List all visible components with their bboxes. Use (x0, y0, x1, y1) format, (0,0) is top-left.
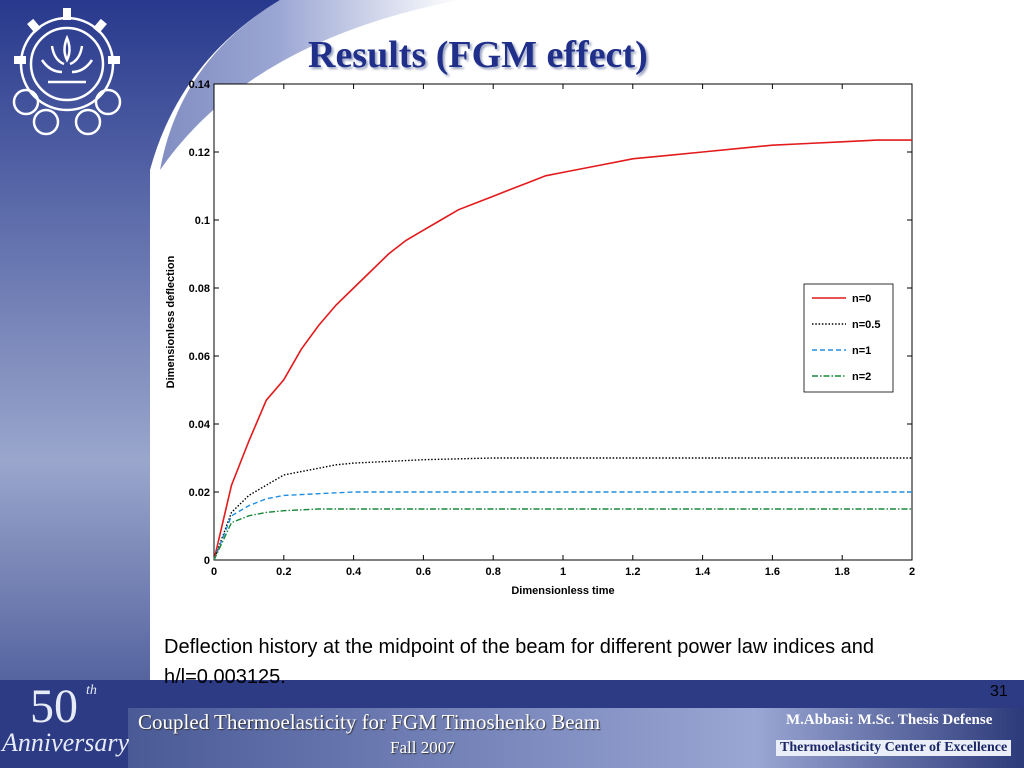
x-tick-label: 1.8 (835, 566, 850, 578)
series-line-n2 (213, 508, 912, 561)
footer-title: Coupled Thermoelasticity for FGM Timoshe… (138, 710, 601, 734)
y-tick-label: 0.1 (195, 215, 210, 227)
footer-bar (128, 708, 1024, 768)
footer-center: Thermoelasticity Center of Excellence (776, 740, 1012, 756)
x-tick-label: 0 (211, 566, 217, 578)
legend-label: n=0.5 (852, 319, 880, 331)
y-tick-label: 0.14 (189, 79, 211, 91)
y-tick-label: 0.04 (189, 419, 211, 431)
legend-label: n=2 (852, 371, 871, 383)
footer-date: Fall 2007 (390, 738, 455, 757)
y-tick-label: 0 (204, 555, 210, 567)
y-tick-label: 0.12 (189, 147, 210, 159)
x-tick-label: 1.2 (625, 566, 640, 578)
x-axis-label: Dimensionless time (511, 585, 614, 597)
x-tick-label: 0.2 (276, 566, 291, 578)
anniversary-word: Anniversary (2, 728, 130, 757)
page-number: 31 (990, 683, 1008, 700)
y-tick-label: 0.02 (189, 487, 210, 499)
slide-caption: Deflection history at the midpoint of th… (164, 636, 875, 688)
slide-title: Results (FGM effect) (308, 34, 648, 76)
x-tick-label: 1 (560, 566, 566, 578)
legend-box (803, 283, 894, 393)
x-tick-label: 0.6 (416, 566, 431, 578)
series-line-n1 (213, 491, 912, 561)
deflection-chart: 0 0.2 0.4 0.6 0.8 1 1.2 1.4 1.6 1.8 2 0 0.02 0.04 0.06… (165, 79, 915, 597)
anniversary-suffix: th (86, 683, 97, 698)
y-axis-label: Dimensionless deflection (165, 255, 177, 388)
x-tick-label: 0.8 (486, 566, 501, 578)
legend-label: n=1 (852, 345, 871, 357)
series-line-n0 (213, 139, 912, 561)
x-tick-label: 0.4 (346, 566, 362, 578)
y-tick-label: 0.08 (189, 283, 210, 295)
x-tick-label: 1.6 (765, 566, 780, 578)
university-gear-emblem-icon (12, 8, 122, 136)
y-tick-label: 0.06 (189, 351, 210, 363)
anniversary-number: 50 (30, 680, 78, 733)
footer-author: M.Abbasi: M.Sc. Thesis Defense (786, 712, 993, 728)
x-tick-label: 2 (909, 566, 915, 578)
x-tick-label: 1.4 (695, 566, 711, 578)
legend: n=0 n=0.5 n=1 n=2 (803, 283, 894, 393)
legend-label: n=0 (852, 293, 871, 305)
